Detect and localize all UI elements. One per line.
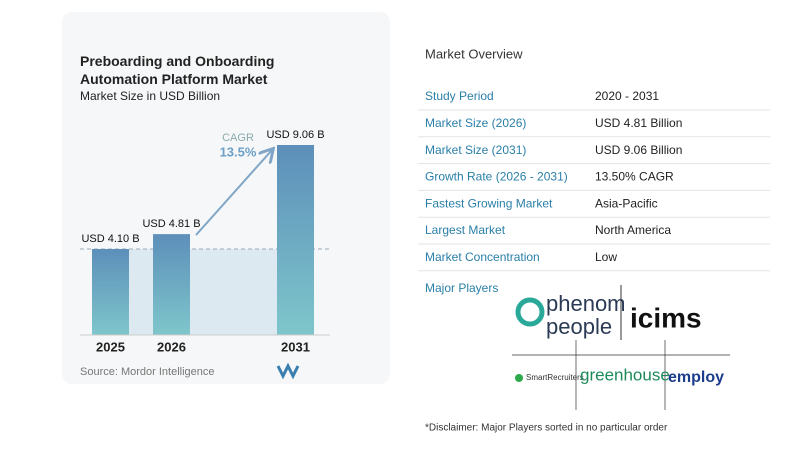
player: greenhouse [580, 365, 670, 384]
logo-mark [276, 362, 300, 380]
row-value: USD 9.06 Billion [595, 143, 682, 157]
row-value: 2020 - 2031 [595, 89, 659, 103]
cagr-value: 13.5% [220, 144, 257, 159]
player: people [546, 314, 612, 339]
reference-area [129, 249, 277, 335]
phenom-icon [515, 297, 545, 327]
row-label: Fastest Growing Market [425, 196, 553, 210]
row-label: Market Size (2026) [425, 116, 526, 130]
bar [92, 249, 129, 335]
row-label: Growth Rate (2026 - 2031) [425, 170, 568, 184]
x-tick-label: 2025 [96, 339, 125, 354]
sr-icon [515, 374, 523, 382]
player: employ [668, 369, 724, 386]
overview-card [398, 12, 790, 452]
cagr-label: CAGR [222, 132, 254, 144]
value-label: USD 9.06 B [266, 129, 324, 141]
bar [277, 145, 314, 335]
overview-table: Study Period 2020 - 2031 Market Size (2026… [418, 89, 770, 272]
player: icims [630, 302, 702, 333]
x-tick-label: 2031 [281, 339, 310, 354]
row-value: 13.50% CAGR [595, 170, 674, 184]
row-label: Market Concentration [425, 250, 540, 264]
value-label: USD 4.10 B [81, 233, 139, 245]
row-value: North America [595, 223, 671, 237]
source: Source: Mordor Intelligence [80, 366, 215, 378]
bar [153, 234, 190, 335]
row-label: Study Period [425, 89, 494, 103]
players: phenom people icims SmartRecruiters gree… [512, 285, 730, 410]
row-value: Asia-Pacific [595, 196, 658, 210]
chart-title: Preboarding and Onboarding Automation Pla… [80, 53, 274, 87]
chart-subtitle: Market Size in USD Billion [80, 89, 220, 103]
row-value: USD 4.81 Billion [595, 116, 682, 130]
plot: USD 4.10 B 2025 USD 4.81 B 2026 USD 9.06 B 20… [80, 129, 330, 354]
row-label: Largest Market [425, 223, 506, 237]
cagr-arrow [195, 150, 272, 236]
players-label: Major Players [425, 281, 498, 295]
disclaimer: *Disclaimer: Major Players sorted in no … [425, 423, 668, 434]
row-label: Market Size (2031) [425, 143, 526, 157]
player: phenom [546, 291, 626, 316]
row-value: Low [595, 250, 617, 264]
x-tick-label: 2026 [157, 339, 186, 354]
value-label: USD 4.81 B [142, 218, 200, 230]
overview-title: Market Overview [425, 46, 523, 61]
player: SmartRecruiters [526, 373, 584, 382]
